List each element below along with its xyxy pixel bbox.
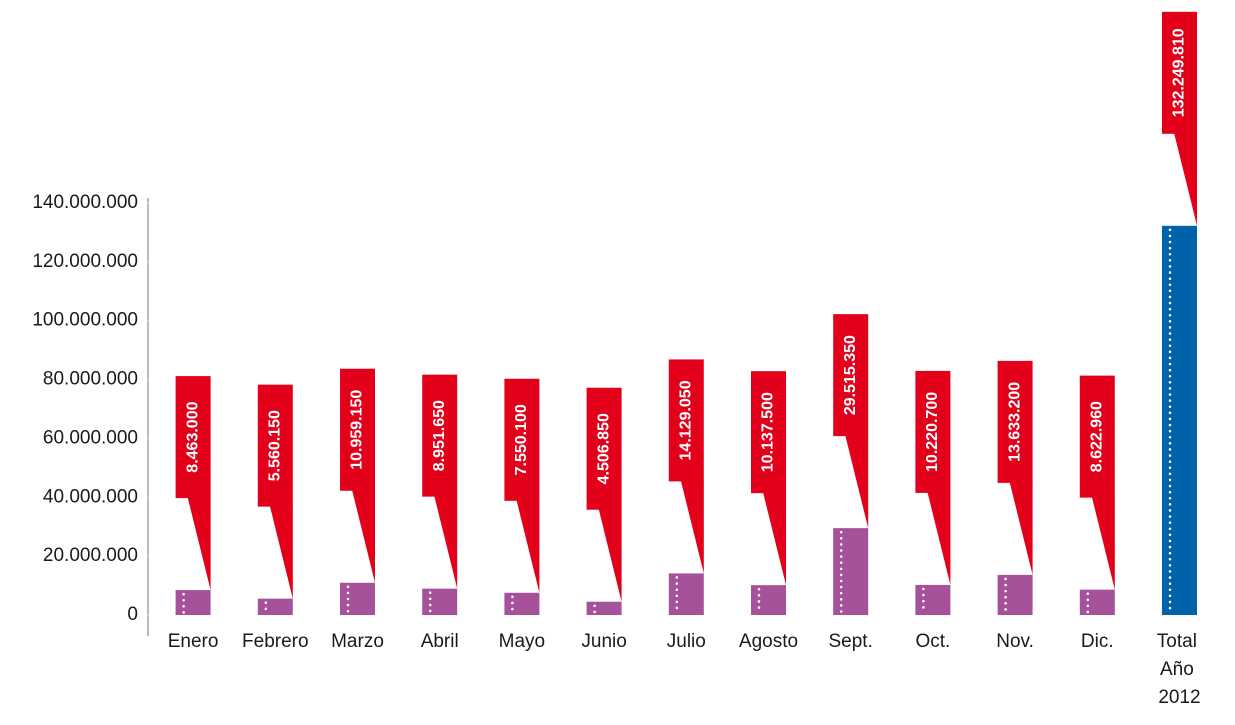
- label-box: [751, 371, 786, 494]
- label-box: [915, 370, 951, 493]
- label-pointer: [187, 497, 211, 591]
- value-label: 13.633.200: [1006, 382, 1023, 462]
- bar: [1162, 225, 1197, 615]
- value-label: 10.959.150: [349, 390, 366, 470]
- value-label: 10.220.700: [924, 392, 941, 472]
- label-pointer: [352, 489, 375, 583]
- value-label: 4.506.850: [595, 413, 612, 484]
- label-pointer: [927, 491, 951, 585]
- x-tick-label: Marzo: [331, 631, 384, 652]
- value-label: 8.951.650: [431, 400, 448, 471]
- value-label: 7.550.100: [513, 404, 530, 475]
- label-box: [257, 384, 293, 507]
- label-box: [422, 374, 458, 497]
- x-tick-label: Agosto: [739, 631, 798, 652]
- label-box: [1162, 11, 1197, 134]
- bar: [340, 582, 375, 615]
- bar: [1079, 589, 1115, 615]
- y-tick-label: 80.000.000: [43, 369, 138, 390]
- value-label: 8.463.000: [184, 401, 201, 472]
- value-label: 10.137.500: [760, 392, 777, 472]
- y-tick-label: 0: [127, 604, 138, 625]
- x-tick-label: Abril: [421, 631, 459, 652]
- x-tick-label: Oct.: [915, 631, 950, 652]
- x-tick-label: Julio: [667, 631, 706, 652]
- x-tick-label: Nov.: [996, 631, 1034, 652]
- x-tick-label: Enero: [168, 631, 219, 652]
- label-box: [668, 359, 704, 482]
- bar: [586, 601, 622, 615]
- y-tick-label: 40.000.000: [43, 486, 138, 507]
- label-box: [504, 378, 540, 501]
- y-tick-label: 140.000.000: [32, 192, 138, 213]
- value-label: 29.515.350: [842, 335, 859, 415]
- label-pointer: [269, 505, 293, 599]
- bar: [504, 592, 540, 615]
- bar: [257, 598, 293, 615]
- label-pointer: [680, 480, 704, 574]
- y-tick-label: 20.000.000: [43, 545, 138, 566]
- label-box: [833, 314, 869, 437]
- bar: [422, 588, 458, 615]
- bar: [175, 590, 211, 615]
- value-label: 14.129.050: [678, 380, 695, 460]
- label-pointer: [845, 435, 869, 529]
- label-box: [1079, 375, 1115, 498]
- label-pointer: [1009, 481, 1033, 575]
- label-box: [997, 360, 1033, 483]
- y-tick-label: 100.000.000: [32, 310, 138, 331]
- bar: [915, 584, 951, 615]
- x-tick-label: Sept.: [829, 631, 873, 652]
- label-pointer: [516, 499, 540, 593]
- x-tick-label: Dic.: [1081, 631, 1114, 652]
- bar: [668, 573, 704, 615]
- bar: [997, 574, 1033, 615]
- y-tick-label: 120.000.000: [32, 251, 138, 272]
- bar: [833, 528, 869, 615]
- y-tick-label: 60.000.000: [43, 427, 138, 448]
- label-box: [586, 387, 622, 510]
- x-tick-label: Febrero: [242, 631, 309, 652]
- x-tick-label: Total Año 2012: [1157, 631, 1202, 708]
- label-pointer: [1091, 496, 1115, 590]
- value-label: 5.560.150: [267, 410, 284, 481]
- label-box: [340, 368, 375, 491]
- x-tick-label: Mayo: [499, 631, 545, 652]
- label-box: [175, 376, 211, 499]
- label-pointer: [598, 508, 622, 602]
- x-tick-label: Junio: [581, 631, 626, 652]
- bar: [751, 585, 786, 615]
- value-label: 8.622.960: [1089, 401, 1106, 472]
- label-pointer: [434, 495, 458, 589]
- label-pointer: [763, 492, 786, 586]
- label-pointer: [1174, 132, 1197, 226]
- value-label: 132.249.810: [1171, 28, 1188, 117]
